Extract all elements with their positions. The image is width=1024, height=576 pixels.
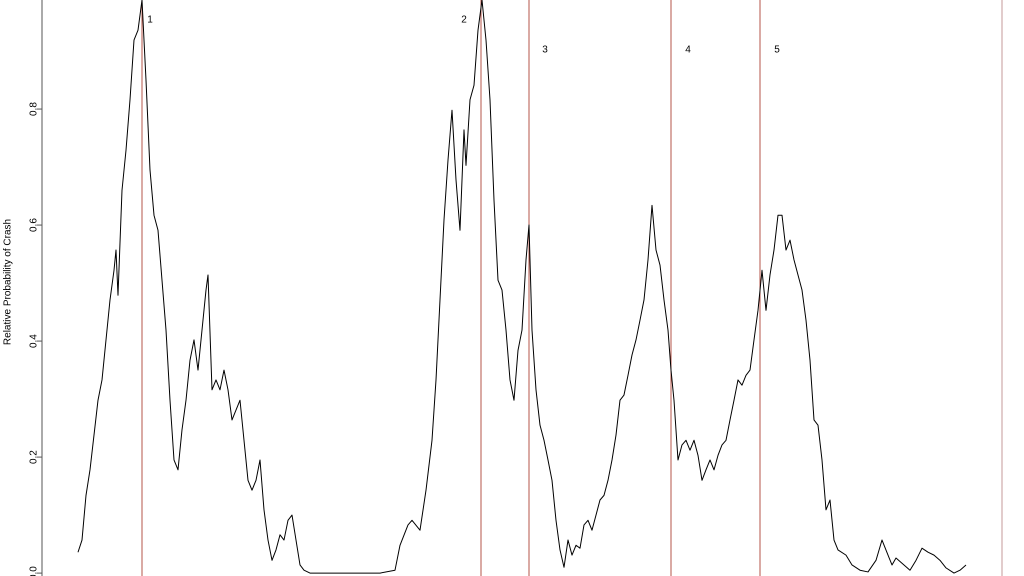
y-tick-label: 0.4 (29, 334, 40, 348)
y-axis-label: Relative Probability of Crash (3, 219, 14, 345)
y-tick-label: 0.2 (29, 450, 40, 464)
event-label: 2 (461, 15, 467, 26)
y-tick-label: 0.8 (29, 102, 40, 116)
data-line (77, 0, 967, 574)
y-tick-label: 0.6 (29, 218, 40, 232)
event-label: 5 (774, 45, 780, 56)
y-tick-label: 0.0 (29, 566, 40, 576)
event-label: 4 (685, 45, 691, 56)
event-label: 1 (147, 15, 153, 26)
event-label: 3 (542, 45, 548, 56)
